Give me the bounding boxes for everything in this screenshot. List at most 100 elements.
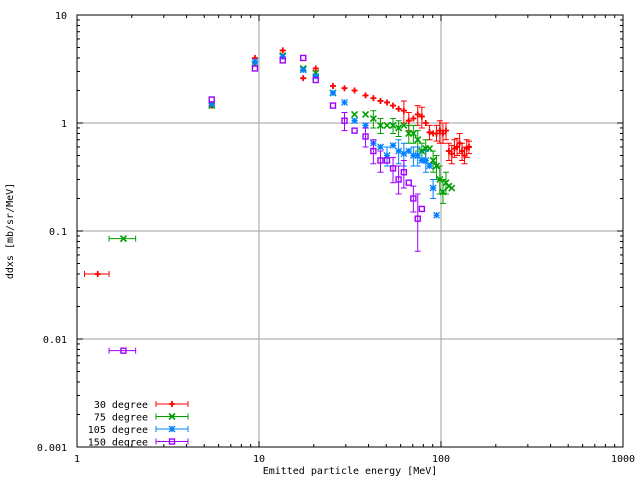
data-point — [448, 184, 456, 192]
error-bar — [370, 139, 377, 165]
data-point — [341, 98, 348, 106]
data-point — [208, 96, 215, 103]
grid — [77, 15, 623, 447]
data-point — [414, 136, 422, 144]
data-point — [442, 127, 449, 134]
data-point — [312, 65, 319, 72]
y-axis-label: ddxs [mb/sr/MeV] — [5, 183, 16, 279]
data-point — [300, 75, 307, 82]
data-point — [433, 211, 440, 219]
data-point — [119, 235, 128, 243]
data-point — [395, 124, 403, 132]
data-point — [405, 179, 412, 186]
x-tick-label: 100 — [432, 454, 450, 465]
data-point — [383, 152, 391, 159]
data-point — [94, 270, 101, 277]
data-point — [395, 105, 402, 112]
data-point — [377, 157, 384, 164]
series-105-degree — [208, 53, 440, 219]
data-point — [169, 401, 175, 407]
data-point — [341, 85, 348, 92]
data-point — [409, 152, 417, 159]
data-point — [418, 156, 426, 164]
data-point — [362, 133, 369, 140]
data-point — [168, 438, 176, 445]
legend-line — [155, 438, 189, 445]
data-point — [279, 53, 287, 61]
x-tick-label: 1000 — [611, 454, 635, 465]
data-point — [418, 113, 425, 120]
error-bar — [108, 347, 137, 354]
data-point — [389, 141, 397, 149]
y-tick-label: 0.01 — [43, 335, 67, 346]
data-point — [370, 95, 377, 102]
data-point — [312, 76, 319, 84]
data-point — [383, 99, 390, 106]
data-point — [400, 169, 408, 176]
data-point — [251, 65, 259, 72]
error-bar — [362, 127, 369, 148]
data-point — [329, 83, 336, 90]
data-point — [448, 150, 455, 157]
y-tick-label: 0.1 — [49, 227, 67, 238]
legend-label: 30 degree — [94, 400, 148, 411]
data-point — [329, 89, 337, 97]
data-point — [436, 127, 443, 134]
data-point — [168, 425, 176, 433]
error-bar — [430, 150, 437, 173]
data-point — [429, 184, 437, 192]
data-point — [362, 121, 370, 129]
data-point — [341, 117, 348, 124]
data-point — [279, 47, 286, 54]
data-point — [454, 143, 461, 150]
data-point — [414, 215, 421, 222]
data-point — [410, 195, 417, 202]
data-point — [120, 347, 127, 354]
data-point — [433, 130, 440, 137]
series-group — [84, 47, 472, 354]
data-point — [436, 175, 444, 184]
data-point — [439, 130, 446, 137]
error-bar — [377, 150, 384, 173]
data-point — [383, 157, 391, 164]
y-tick-label: 0.001 — [37, 443, 67, 454]
data-point — [369, 114, 377, 123]
data-point — [351, 117, 359, 125]
data-point — [418, 205, 426, 213]
data-point — [422, 120, 429, 126]
data-point — [405, 147, 413, 155]
data-point — [376, 121, 385, 129]
data-point — [405, 117, 412, 124]
data-point — [383, 121, 391, 129]
x-tick-label: 1 — [74, 454, 80, 465]
data-point — [377, 143, 384, 151]
data-point — [409, 129, 417, 138]
data-point — [251, 58, 259, 66]
legend-label: 105 degree — [88, 425, 148, 436]
data-point — [351, 127, 358, 134]
data-point — [300, 54, 307, 62]
y-tick-label: 10 — [55, 11, 67, 22]
data-point — [329, 102, 337, 109]
data-point — [351, 87, 358, 94]
data-point — [400, 121, 408, 129]
data-point — [410, 115, 417, 122]
data-point — [361, 110, 370, 119]
series-150-degree — [108, 54, 426, 354]
data-point — [208, 100, 216, 108]
data-point — [377, 97, 384, 104]
data-point — [414, 152, 422, 159]
data-point — [299, 66, 307, 74]
data-point — [350, 110, 359, 119]
data-point — [395, 147, 403, 155]
x-axis-label: Emitted particle energy [MeV] — [263, 466, 438, 477]
data-point — [465, 143, 472, 150]
data-point — [432, 162, 441, 170]
error-bar — [395, 165, 402, 195]
error-bar — [390, 156, 397, 184]
error-bar — [341, 112, 348, 132]
data-point — [429, 156, 437, 165]
